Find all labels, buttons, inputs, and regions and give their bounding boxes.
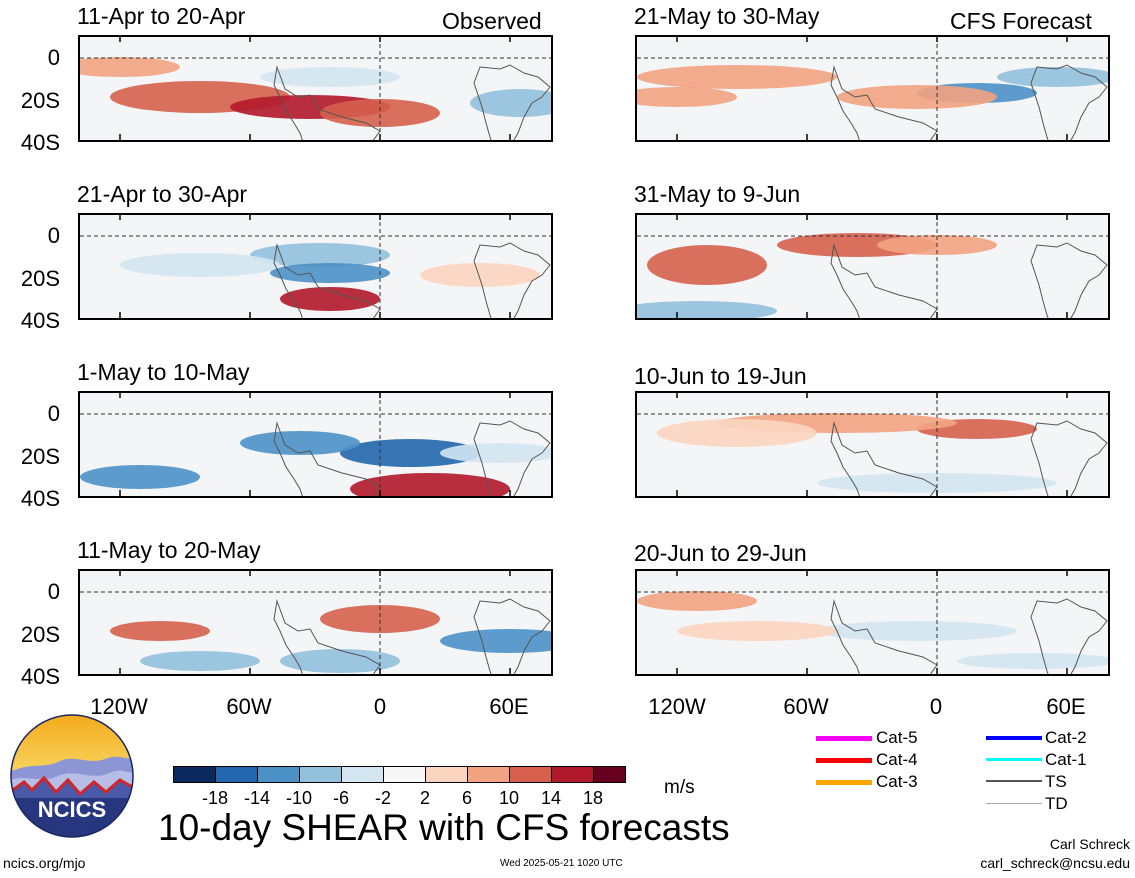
ncics-logo: NCICS: [10, 714, 134, 838]
colorbar-label: -10: [285, 788, 313, 808]
lat-label-0: 0: [47, 223, 60, 248]
legend-label-cat5: Cat-5: [876, 728, 918, 747]
colorbar-label: 6: [461, 788, 473, 808]
observed-panel-2-title: 21-Apr to 30-Apr: [77, 181, 248, 207]
shear-field: [80, 393, 551, 496]
observed-panel-3-map: [78, 391, 553, 498]
legend-swatch-cat1: [986, 758, 1042, 761]
observed-panel-1-title: 11-Apr to 20-Apr: [77, 3, 246, 29]
shear-field: [80, 37, 551, 140]
author-name: Carl Schreck: [1049, 836, 1130, 852]
colorbar-label: -18: [201, 788, 229, 808]
observed-panel-4-map: [78, 569, 553, 676]
lat-label-40s: 40S: [20, 308, 60, 333]
lat-label-40s: 40S: [20, 664, 60, 689]
colorbar-swatch-3: [257, 766, 300, 783]
lat-label-20s: 20S: [20, 88, 60, 113]
colorbar-label: 18: [582, 788, 604, 808]
lat-label-20s: 20S: [20, 444, 60, 469]
colorbar-label: 2: [419, 788, 431, 808]
shear-field: [637, 393, 1108, 496]
forecast-panel-4-map: [635, 569, 1110, 676]
shear-field: [80, 571, 551, 674]
lon-label-120w: 120W: [648, 694, 706, 719]
lon-label-0: 0: [929, 694, 943, 719]
observed-panel-1-map: [78, 35, 553, 142]
legend-label-cat1: Cat-1: [1045, 750, 1087, 769]
lat-label-40s: 40S: [20, 486, 60, 511]
lon-label-60w: 60W: [783, 694, 829, 719]
logo-text: NCICS: [38, 797, 106, 822]
author-email[interactable]: carl_schreck@ncsu.edu: [980, 855, 1130, 871]
lat-label-0: 0: [47, 579, 60, 604]
forecast-panel-3-map: [635, 391, 1110, 498]
forecast-panel-2-title: 31-May to 9-Jun: [634, 181, 801, 207]
observed-panel-4-title: 11-May to 20-May: [77, 537, 261, 563]
forecast-panel-2-map: [635, 213, 1110, 320]
legend-swatch-cat2: [986, 736, 1042, 740]
site-link[interactable]: ncics.org/mjo: [3, 855, 86, 871]
legend-swatch-cat3: [816, 780, 872, 785]
colorbar-label: -6: [332, 788, 350, 808]
lat-label-0: 0: [47, 401, 60, 426]
lon-label-120w: 120W: [90, 694, 148, 719]
lat-label-0: 0: [47, 45, 60, 70]
legend-swatch-td: [986, 803, 1042, 804]
lat-label-40s: 40S: [20, 130, 60, 155]
colorbar-label: 10: [498, 788, 520, 808]
colorbar-label: -14: [243, 788, 271, 808]
forecast-panel-1-title: 21-May to 30-May: [634, 3, 820, 29]
colorbar-swatch-2: [215, 766, 258, 783]
legend-label-td: TD: [1045, 794, 1068, 813]
colorbar-swatch-5: [341, 766, 384, 783]
observed-panel-2-map: [78, 213, 553, 320]
legend-label-ts: TS: [1045, 772, 1067, 791]
lat-label-20s: 20S: [20, 622, 60, 647]
colorbar-label: -2: [374, 788, 392, 808]
legend-swatch-cat5: [816, 736, 872, 741]
colorbar-swatch-10: [551, 766, 594, 783]
lon-label-60w: 60W: [226, 694, 272, 719]
lon-label-60e: 60E: [1046, 694, 1086, 719]
shear-field: [80, 215, 551, 318]
colorbar-swatch-9: [509, 766, 552, 783]
observed-header: Observed: [442, 8, 542, 34]
colorbar-swatch-11: [593, 766, 626, 783]
forecast-panel-3-title: 10-Jun to 19-Jun: [634, 363, 807, 389]
shear-field: [637, 37, 1108, 140]
shear-field: [637, 571, 1108, 674]
colorbar-swatch-8: [467, 766, 510, 783]
forecast-panel-1-map: [635, 35, 1110, 142]
colorbar-swatch-6: [383, 766, 426, 783]
legend-label-cat2: Cat-2: [1045, 728, 1087, 747]
shear-field: [637, 215, 1108, 318]
legend-label-cat3: Cat-3: [876, 772, 918, 791]
colorbar-label: 14: [540, 788, 562, 808]
observed-panel-3-title: 1-May to 10-May: [77, 359, 250, 385]
legend-label-cat4: Cat-4: [876, 750, 918, 769]
forecast-panel-4-title: 20-Jun to 29-Jun: [634, 540, 807, 566]
colorbar-swatch-4: [299, 766, 342, 783]
main-title: 10-day SHEAR with CFS forecasts: [158, 807, 730, 848]
colorbar-swatch-7: [425, 766, 468, 783]
timestamp: Wed 2025-05-21 1020 UTC: [500, 858, 623, 869]
lat-label-20s: 20S: [20, 266, 60, 291]
legend-swatch-ts: [986, 780, 1042, 782]
cfs-forecast-header: CFS Forecast: [950, 8, 1092, 34]
colorbar-units: m/s: [664, 777, 695, 798]
legend-swatch-cat4: [816, 758, 872, 763]
lon-label-0: 0: [373, 694, 387, 719]
lon-label-60e: 60E: [489, 694, 529, 719]
colorbar-swatch-1: [173, 766, 216, 783]
